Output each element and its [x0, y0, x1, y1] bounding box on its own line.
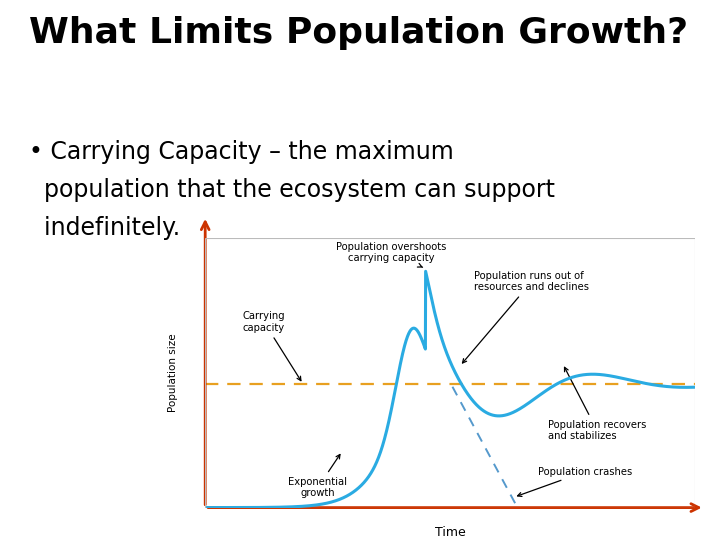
Text: Population crashes: Population crashes	[518, 467, 632, 496]
Text: Population overshoots
carrying capacity: Population overshoots carrying capacity	[336, 242, 446, 267]
Text: Population size: Population size	[168, 333, 179, 412]
Text: Time: Time	[435, 526, 465, 539]
Text: indefinitely.: indefinitely.	[29, 216, 180, 240]
Text: population that the ecosystem can support: population that the ecosystem can suppor…	[29, 178, 555, 202]
Text: Population recovers
and stabilizes: Population recovers and stabilizes	[548, 367, 647, 441]
Text: Carrying
capacity: Carrying capacity	[243, 311, 301, 381]
Text: Population runs out of
resources and declines: Population runs out of resources and dec…	[462, 271, 590, 363]
Text: What Limits Population Growth?: What Limits Population Growth?	[29, 16, 688, 50]
Text: • Carrying Capacity – the maximum: • Carrying Capacity – the maximum	[29, 140, 454, 164]
Text: Exponential
growth: Exponential growth	[288, 455, 347, 498]
